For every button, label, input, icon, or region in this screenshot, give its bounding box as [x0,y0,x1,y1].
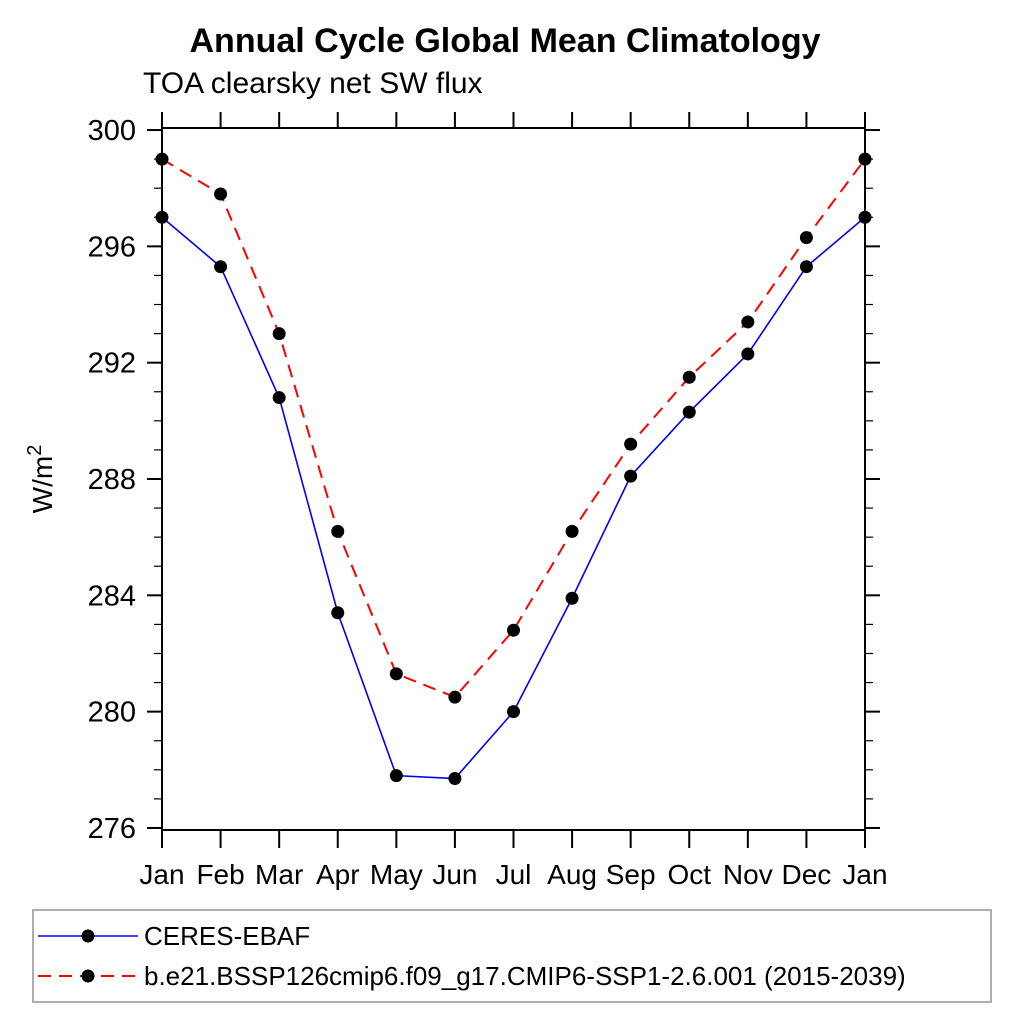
data-point-marker [858,152,872,166]
y-axis-label-superscript: 2 [24,445,46,456]
data-point-marker [155,152,169,166]
data-point-marker [565,591,579,605]
data-point-marker [389,667,403,681]
y-tick-label: 296 [88,231,136,263]
x-tick-label: Jan [842,859,887,890]
data-point-marker [272,391,286,405]
x-tick-label: Jan [139,859,184,890]
x-tick-label: Dec [782,859,832,890]
y-axis-label: W/m2 [24,445,58,514]
legend-label: b.e21.BSSP126cmip6.f09_g17.CMIP6-SSP1-2.… [144,961,906,991]
data-point-marker [565,524,579,538]
data-point-marker [624,437,638,451]
x-tick-label: Oct [667,859,711,890]
data-point-marker [389,769,403,783]
data-point-marker [507,623,520,637]
data-point-marker [624,469,638,483]
x-tick-label: Nov [723,859,773,890]
x-tick-label: Aug [547,859,597,890]
legend-marker [81,929,95,943]
data-point-marker [682,405,696,419]
data-point-marker [507,705,520,719]
y-tick-label: 292 [88,348,136,380]
plot-frame [161,127,866,831]
data-point-marker [858,210,872,224]
x-tick-label: Mar [255,859,303,890]
y-tick-label: 300 [88,115,136,147]
legend-label: CERES-EBAF [144,921,310,951]
data-point-marker [331,606,345,620]
data-point-marker [214,260,228,274]
series-line-obs [161,216,866,780]
y-tick-label: 284 [88,580,136,612]
data-point-marker [799,260,813,274]
x-tick-label: Jul [496,859,532,890]
data-point-marker [155,210,169,224]
data-point-marker [682,370,696,384]
plot-area: 276 280 284 288 292 296 300 Jan Feb Mar Apr May Jun J… [88,112,888,890]
chart-title: Annual Cycle Global Mean Climatology [190,22,821,60]
data-point-marker [448,772,462,786]
chart-subtitle: TOA clearsky net SW flux [143,67,483,100]
x-tick-label: Apr [316,859,360,890]
x-tick-label: Sep [606,859,656,890]
x-tick-label: May [370,859,423,890]
data-point-marker [331,524,345,538]
legend: CERES-EBAF b.e21.BSSP126cmip6.f09_g17.CMI… [32,909,992,1003]
data-point-marker [741,315,755,329]
legend-marker [81,969,95,983]
data-point-marker [448,690,462,704]
legend-box [32,909,992,1003]
y-axis-label-main: W/m [27,456,58,514]
x-tick-label: Feb [196,859,244,890]
series-line-model [161,158,866,699]
data-point-marker [799,231,813,245]
data-point-marker [272,327,286,341]
y-tick-label: 288 [88,464,136,496]
data-point-marker [214,187,228,201]
y-tick-label: 280 [88,697,136,729]
data-point-marker [741,347,755,361]
y-tick-label: 276 [88,813,136,845]
x-tick-label: Jun [432,859,477,890]
